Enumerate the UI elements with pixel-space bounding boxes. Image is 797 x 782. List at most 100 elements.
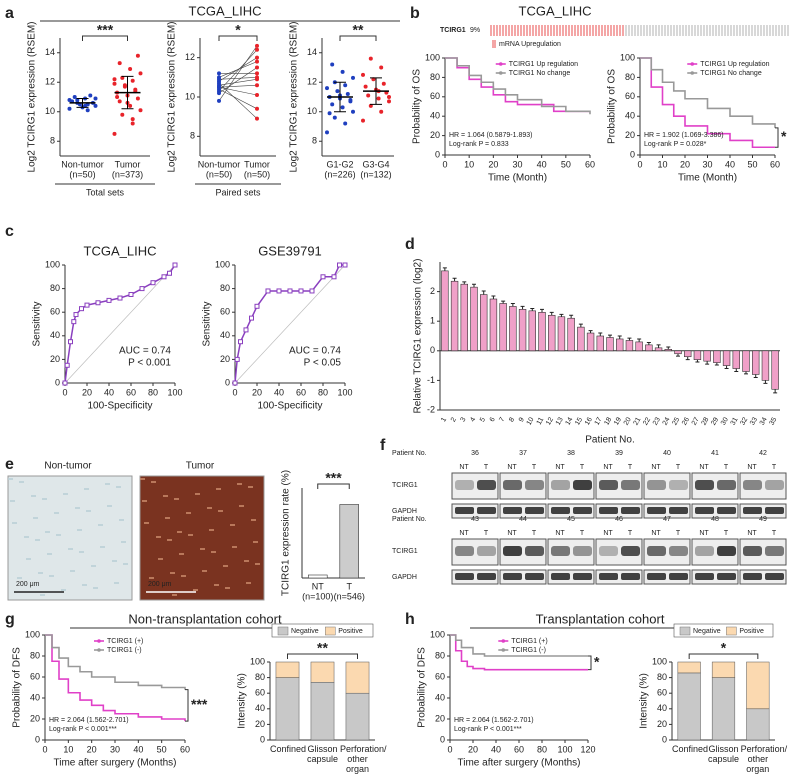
data-point — [67, 97, 72, 102]
x-tick-label: 0 — [42, 744, 47, 754]
data-point — [217, 89, 221, 94]
annotation: HR = 2.064 (1.562-2.701) — [454, 717, 534, 724]
x-tick-label: 30 — [110, 744, 120, 754]
y-axis-label: Probability of OS — [607, 69, 618, 144]
y-tick-label: 80 — [625, 72, 635, 82]
oncoprint-cell — [607, 25, 609, 36]
x-tick-label: Confined — [672, 744, 709, 754]
x-tick-label: 9 — [518, 416, 526, 423]
error-bar — [472, 283, 476, 288]
oncoprint-cell — [766, 25, 768, 36]
x-tick-label: 50 — [561, 159, 571, 169]
significance-bracket — [185, 689, 189, 722]
y-tick-label: 80 — [30, 650, 40, 660]
lane-label: T — [484, 464, 489, 471]
lane-label: T — [724, 530, 729, 537]
data-point — [130, 117, 135, 122]
legend-label: TCIRG1 Up regulation — [509, 61, 578, 68]
data-point — [332, 115, 337, 120]
lane-label: T — [532, 464, 537, 471]
oncoprint-cell — [667, 25, 669, 36]
bar — [441, 270, 449, 352]
ihc-texture — [186, 512, 191, 514]
significance-label: ** — [317, 640, 328, 656]
oncoprint-cell — [730, 25, 732, 36]
legend-marker — [97, 639, 101, 643]
annotation: HR = 1.902 (1.069-3.386) — [644, 132, 724, 139]
significance-label: * — [594, 654, 600, 670]
oncoprint-cell — [778, 25, 780, 36]
scale-bar-label: 200 μm — [16, 581, 40, 588]
y-tick-label: 40 — [625, 111, 635, 121]
ihc-texture — [114, 582, 119, 584]
blot-band — [647, 546, 666, 556]
y-tick-label: 20 — [255, 719, 265, 729]
roc-point — [84, 302, 90, 308]
bar — [528, 310, 536, 352]
sd-bar — [76, 97, 89, 108]
oncoprint-cell — [598, 25, 600, 36]
lane-label: NT — [603, 530, 613, 537]
ihc-texture — [156, 536, 161, 538]
oncoprint-cell — [613, 25, 615, 36]
blot-band — [573, 507, 592, 514]
roc-point — [150, 280, 156, 286]
annotation: P < 0.05 — [304, 358, 342, 369]
oncoprint-cell — [724, 25, 726, 36]
error-bar — [520, 305, 525, 310]
bar — [307, 574, 328, 579]
bar — [674, 350, 682, 355]
y-tick-label: 10 — [307, 106, 317, 116]
patient-number: 45 — [567, 516, 575, 523]
data-point — [135, 96, 140, 101]
annotation: Log-rank P = 0.833 — [449, 141, 509, 148]
ihc-texture — [142, 500, 147, 502]
blot-band — [647, 573, 666, 580]
patient-number: 38 — [567, 450, 575, 457]
category-note: (n=100) — [302, 591, 333, 601]
ihc-texture — [61, 589, 66, 591]
oncoprint-cell — [784, 25, 786, 36]
oncoprint-cell — [742, 25, 744, 36]
data-point — [115, 95, 120, 99]
ihc-texture — [35, 539, 40, 541]
roc-point — [117, 295, 123, 301]
roc-point — [254, 303, 260, 309]
group-label: Paired sets — [215, 187, 261, 197]
ihc-texture — [246, 582, 251, 584]
data-point — [361, 118, 365, 123]
legend-label: Negative — [693, 628, 721, 635]
oncoprint-cell — [565, 25, 567, 36]
legend-marker — [501, 639, 506, 643]
survival-curve — [45, 634, 186, 722]
pair-line — [218, 83, 258, 119]
ihc-texture — [209, 529, 214, 531]
y-axis-label: Intensity (%) — [639, 673, 650, 729]
error-bar — [676, 353, 680, 357]
x-tick-label: 2 — [450, 416, 458, 423]
roc-point — [79, 306, 84, 312]
ihc-texture — [19, 481, 24, 483]
error-bar — [588, 330, 593, 334]
blot-band — [477, 480, 496, 490]
legend-label: TCIRG1 (+) — [511, 638, 547, 645]
bar-segment — [746, 708, 770, 741]
y-tick-label: 40 — [435, 692, 445, 702]
x-tick-label: 14 — [565, 416, 575, 426]
roc-point — [342, 262, 348, 268]
y-tick-label: 60 — [255, 688, 265, 698]
blot-band — [455, 480, 474, 490]
oncoprint-cell — [580, 25, 582, 36]
ihc-texture — [47, 553, 52, 555]
oncoprint-cell — [703, 25, 705, 36]
ihc-texture — [121, 541, 126, 543]
bar — [654, 347, 663, 352]
patient-number: 39 — [615, 450, 623, 457]
patient-number: 40 — [663, 450, 671, 457]
data-point — [351, 75, 355, 80]
patient-number: 42 — [759, 450, 767, 457]
x-tick-label: Tumor — [244, 159, 270, 169]
y-tick-label: 60 — [30, 671, 40, 681]
blot-band — [669, 480, 688, 490]
oncoprint-cell — [754, 25, 756, 36]
